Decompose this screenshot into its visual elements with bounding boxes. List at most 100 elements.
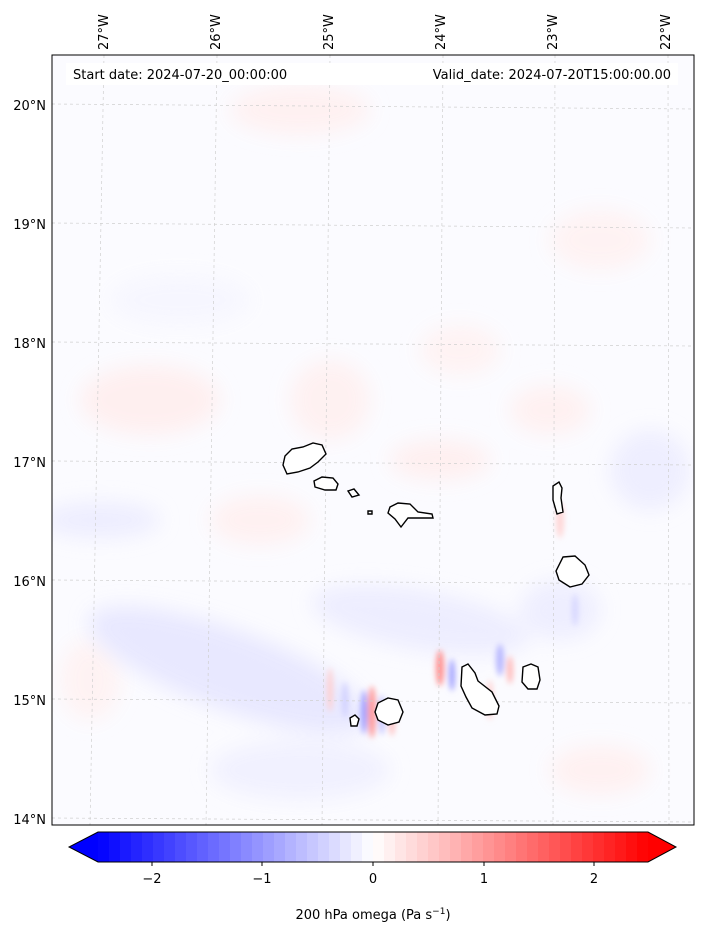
island-santiago [460, 663, 500, 716]
colorbar-ticks [151, 862, 595, 866]
colorbar-tick-label: −2 [142, 872, 161, 887]
colorbar-cell [417, 832, 429, 862]
lat-tick-label: 19°N [13, 218, 46, 233]
colorbar-tick-label: −1 [252, 872, 271, 887]
island-sal [552, 480, 564, 515]
colorbar-cell [263, 832, 275, 862]
colorbar-cell [230, 832, 242, 862]
island-fogo [374, 697, 404, 726]
island-raso [367, 510, 373, 515]
colorbar-cell [109, 832, 121, 862]
coastlines [282, 442, 590, 727]
colorbar-cell [472, 832, 484, 862]
island-maio [521, 663, 541, 690]
island-boa-vista [555, 555, 590, 588]
gridline-24w [437, 55, 444, 825]
colorbar-cell [406, 832, 418, 862]
colorbar-cell [461, 832, 473, 862]
colorbar-cell [351, 832, 363, 862]
colorbar-cell [120, 832, 132, 862]
colorbar-cell [362, 832, 374, 862]
colorbar-extend-high [648, 832, 676, 862]
gridline-23w [552, 55, 556, 825]
colorbar-cell [494, 832, 506, 862]
colorbar-cell [527, 832, 539, 862]
colorbar-extend-low [69, 832, 98, 862]
colorbar-cell [626, 832, 638, 862]
lat-tick-labels: 20°N 19°N 18°N 17°N 16°N 15°N 14°N [13, 99, 46, 828]
colorbar-cell [340, 832, 352, 862]
island-sao-nicolau [387, 502, 434, 529]
colorbar-cell [318, 832, 330, 862]
colorbar-cell [307, 832, 319, 862]
colorbar-cell [164, 832, 176, 862]
lon-tick-label: 23°W [546, 14, 561, 50]
island-brava [349, 714, 360, 727]
colorbar-cell [153, 832, 165, 862]
colorbar-cell [538, 832, 550, 862]
gridlines [52, 55, 694, 825]
lon-tick-label: 27°W [97, 14, 112, 50]
colorbar-tick-label: 1 [480, 872, 488, 887]
colorbar-cell [373, 832, 385, 862]
colorbar-tick-label: 0 [369, 872, 377, 887]
colorbar-cell [274, 832, 286, 862]
map-frame [51, 54, 695, 826]
colorbar-cell [98, 832, 110, 862]
lon-tick-labels: 27°W 26°W 25°W 24°W 23°W 22°W [97, 14, 674, 50]
info-box [66, 63, 678, 85]
colorbar-cell [428, 832, 440, 862]
colorbar-cell [450, 832, 462, 862]
lon-tick-label: 22°W [659, 14, 674, 50]
colorbar-title: 200 hPa omega (Pa s−1) [295, 907, 450, 923]
gridline-15n [52, 698, 694, 704]
island-sao-vicente [313, 476, 339, 491]
colorbar-tick-label: 2 [590, 872, 598, 887]
colorbar-cell [296, 832, 308, 862]
lat-tick-label: 16°N [13, 575, 46, 590]
gridline-18n [52, 341, 694, 347]
lon-tick-label: 26°W [209, 14, 224, 50]
colorbar-cell [186, 832, 198, 862]
lon-tick-label: 25°W [322, 14, 337, 50]
island-santa-luzia [346, 488, 361, 498]
colorbar-cell [131, 832, 143, 862]
colorbar-cell [384, 832, 396, 862]
colorbar-cell [582, 832, 594, 862]
colorbar-cell [395, 832, 407, 862]
colorbar-cell [219, 832, 231, 862]
colorbar-cell [197, 832, 209, 862]
colorbar-cell [329, 832, 341, 862]
gridline-27w [89, 55, 105, 825]
colorbar-cell [615, 832, 627, 862]
lon-tick-label: 24°W [434, 14, 449, 50]
omega-field [52, 55, 694, 825]
colorbar-cell [516, 832, 528, 862]
gridline-17n [52, 460, 694, 466]
gridline-26w [205, 55, 218, 825]
colorbar-cell [208, 832, 220, 862]
colorbar-cell [571, 832, 583, 862]
colorbar-cell [142, 832, 154, 862]
colorbar-cell [175, 832, 187, 862]
colorbar-cell [593, 832, 605, 862]
gridline-25w [321, 55, 331, 825]
gridline-19n [52, 222, 694, 229]
island-santo-antao [282, 442, 327, 475]
gridline-20n [52, 103, 694, 110]
colorbar-cells [69, 832, 676, 862]
gridline-16n [52, 579, 694, 585]
colorbar-cell [637, 832, 649, 862]
gridline-22w [667, 55, 670, 825]
colorbar-cell [252, 832, 264, 862]
gridline-14n [52, 817, 694, 823]
start-date-label: Start date: 2024-07-20_00:00:00 [73, 68, 287, 83]
valid-date-label: Valid_date: 2024-07-20T15:00:00.00 [433, 68, 671, 83]
colorbar-cell [483, 832, 495, 862]
lat-tick-label: 14°N [13, 813, 46, 828]
colorbar-cell [285, 832, 297, 862]
lat-tick-label: 18°N [13, 337, 46, 352]
lat-tick-label: 20°N [13, 99, 46, 114]
colorbar-cell [505, 832, 517, 862]
